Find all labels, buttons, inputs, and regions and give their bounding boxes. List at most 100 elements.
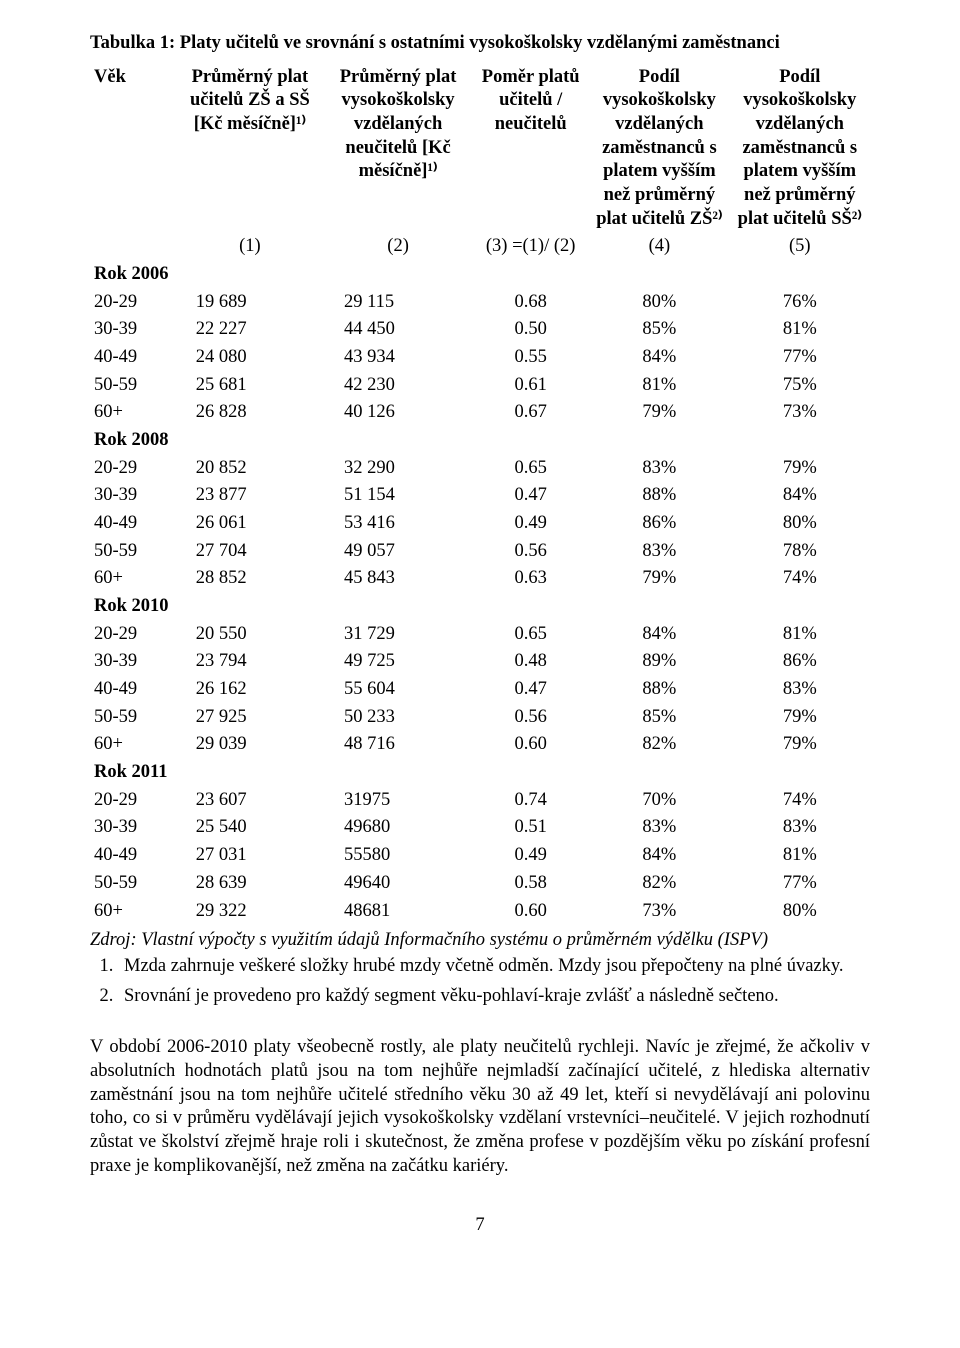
col-header: Podíl vysokoškolsky vzdělaných zaměstnan…	[730, 64, 870, 234]
table-cell: 73%	[730, 399, 870, 427]
table-cell: 25 540	[176, 814, 324, 842]
table-cell: 0.47	[472, 482, 589, 510]
table-cell: 82%	[589, 731, 729, 759]
table-cell: 0.56	[472, 704, 589, 732]
table-cell: 42 230	[324, 372, 472, 400]
table-cell: 23 607	[176, 787, 324, 815]
table-cell: 29 115	[324, 289, 472, 317]
table-cell: 88%	[589, 482, 729, 510]
table-cell: 0.49	[472, 842, 589, 870]
table-row: 40-4924 08043 9340.5584%77%	[90, 344, 870, 372]
col-num	[90, 233, 176, 261]
table-cell: 50-59	[90, 704, 176, 732]
table-cell: 27 925	[176, 704, 324, 732]
table-header-row: Věk Průměrný plat učitelů ZŠ a SŠ [Kč mě…	[90, 64, 870, 234]
table-row: 60+29 03948 7160.6082%79%	[90, 731, 870, 759]
table-cell: 44 450	[324, 316, 472, 344]
table-cell: 53 416	[324, 510, 472, 538]
page-number: 7	[90, 1214, 870, 1238]
table-cell: 48 716	[324, 731, 472, 759]
table-cell: 88%	[589, 676, 729, 704]
table-cell: 40-49	[90, 510, 176, 538]
col-header: Průměrný plat vysokoškolsky vzdělaných n…	[324, 64, 472, 234]
table-row: 60+28 85245 8430.6379%74%	[90, 565, 870, 593]
table-cell: 0.55	[472, 344, 589, 372]
table-cell: 20 550	[176, 621, 324, 649]
table-cell: 74%	[730, 565, 870, 593]
table-cell: 77%	[730, 344, 870, 372]
table-body: Rok 200620-2919 68929 1150.6880%76%30-39…	[90, 261, 870, 925]
table-cell: 85%	[589, 704, 729, 732]
table-cell: 73%	[589, 898, 729, 926]
table-row: 60+26 82840 1260.6779%73%	[90, 399, 870, 427]
table-cell: 27 031	[176, 842, 324, 870]
table-cell: 26 828	[176, 399, 324, 427]
section-label: Rok 2006	[90, 261, 870, 289]
table-cell: 60+	[90, 898, 176, 926]
table-row: 50-5928 639496400.5882%77%	[90, 870, 870, 898]
table-cell: 0.49	[472, 510, 589, 538]
table-cell: 26 162	[176, 676, 324, 704]
col-header: Věk	[90, 64, 176, 234]
table-cell: 0.65	[472, 455, 589, 483]
table-cell: 20 852	[176, 455, 324, 483]
table-row: 30-3922 22744 4500.5085%81%	[90, 316, 870, 344]
table-row: 20-2923 607319750.7470%74%	[90, 787, 870, 815]
table-cell: 51 154	[324, 482, 472, 510]
table-cell: 20-29	[90, 289, 176, 317]
col-header: Poměr platů učitelů / neučitelů	[472, 64, 589, 234]
table-cell: 49 725	[324, 648, 472, 676]
table-colnum-row: (1) (2) (3) =(1)/ (2) (4) (5)	[90, 233, 870, 261]
table-cell: 80%	[730, 898, 870, 926]
section-row: Rok 2006	[90, 261, 870, 289]
table-cell: 48681	[324, 898, 472, 926]
table-cell: 0.60	[472, 731, 589, 759]
table-cell: 55 604	[324, 676, 472, 704]
table-cell: 50 233	[324, 704, 472, 732]
table-cell: 45 843	[324, 565, 472, 593]
table-cell: 85%	[589, 316, 729, 344]
table-cell: 79%	[730, 704, 870, 732]
table-cell: 81%	[730, 316, 870, 344]
col-num: (1)	[176, 233, 324, 261]
table-cell: 30-39	[90, 648, 176, 676]
table-cell: 0.56	[472, 538, 589, 566]
table-cell: 70%	[589, 787, 729, 815]
table-cell: 80%	[730, 510, 870, 538]
table-cell: 81%	[589, 372, 729, 400]
col-header: Podíl vysokoškolsky vzdělaných zaměstnan…	[589, 64, 729, 234]
table-cell: 30-39	[90, 316, 176, 344]
section-row: Rok 2011	[90, 759, 870, 787]
table-cell: 26 061	[176, 510, 324, 538]
table-cell: 0.61	[472, 372, 589, 400]
table-source: Zdroj: Vlastní výpočty s využitím údajů …	[90, 929, 870, 953]
table-cell: 84%	[589, 344, 729, 372]
table-row: 30-3925 540496800.5183%83%	[90, 814, 870, 842]
table-row: 40-4926 16255 6040.4788%83%	[90, 676, 870, 704]
table-cell: 31975	[324, 787, 472, 815]
table-cell: 25 681	[176, 372, 324, 400]
table-cell: 76%	[730, 289, 870, 317]
table-cell: 23 794	[176, 648, 324, 676]
table-cell: 83%	[730, 676, 870, 704]
table-cell: 74%	[730, 787, 870, 815]
section-label: Rok 2008	[90, 427, 870, 455]
table-row: 50-5927 92550 2330.5685%79%	[90, 704, 870, 732]
table-cell: 84%	[589, 621, 729, 649]
table-cell: 79%	[730, 455, 870, 483]
table-cell: 0.67	[472, 399, 589, 427]
table-row: 20-2919 68929 1150.6880%76%	[90, 289, 870, 317]
table-cell: 32 290	[324, 455, 472, 483]
col-num: (3) =(1)/ (2)	[472, 233, 589, 261]
table-cell: 50-59	[90, 372, 176, 400]
table-cell: 20-29	[90, 621, 176, 649]
table-cell: 75%	[730, 372, 870, 400]
table-cell: 50-59	[90, 870, 176, 898]
table-cell: 83%	[589, 814, 729, 842]
table-cell: 77%	[730, 870, 870, 898]
table-cell: 84%	[730, 482, 870, 510]
table-cell: 49 057	[324, 538, 472, 566]
table-cell: 50-59	[90, 538, 176, 566]
table-title: Tabulka 1: Platy učitelů ve srovnání s o…	[90, 32, 870, 56]
table-row: 30-3923 87751 1540.4788%84%	[90, 482, 870, 510]
